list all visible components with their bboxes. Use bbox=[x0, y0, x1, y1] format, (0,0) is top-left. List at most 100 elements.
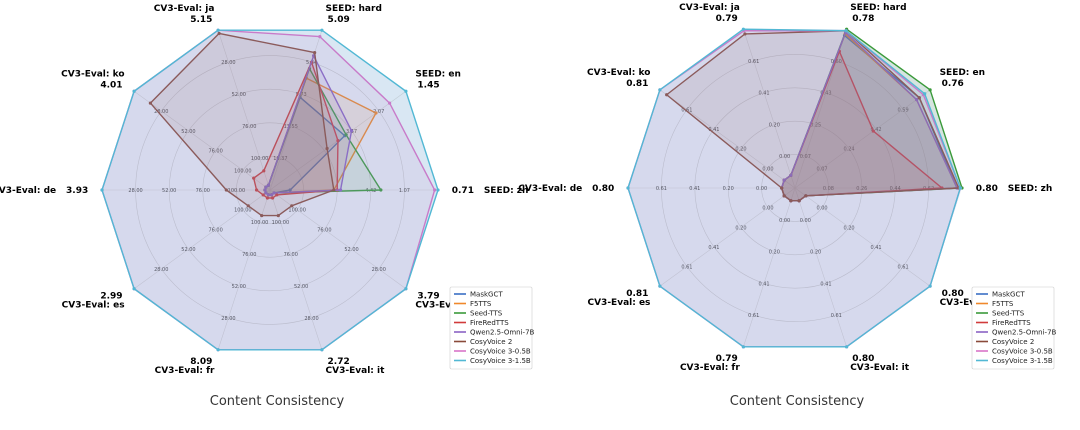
legend-entry: CosyVoice 3-1.5B bbox=[992, 357, 1053, 365]
series-point bbox=[741, 27, 745, 31]
axis-label: CV3-Eval: ko bbox=[61, 69, 124, 79]
ring-tick-label: 0.00 bbox=[816, 206, 827, 212]
legend-box bbox=[449, 286, 533, 370]
series-point bbox=[789, 199, 793, 203]
ring-tick-label: 0.41 bbox=[758, 91, 769, 97]
series-point bbox=[132, 287, 136, 291]
series-point bbox=[741, 345, 745, 349]
legend-entry: CosyVoice 3-0.5B bbox=[992, 347, 1053, 355]
axis-best-value: 5.15 bbox=[190, 15, 212, 25]
ring-tick-label: 52.00 bbox=[181, 247, 195, 253]
series-point bbox=[132, 89, 136, 93]
series-point bbox=[923, 92, 927, 96]
series-point bbox=[270, 196, 275, 200]
series-point bbox=[252, 176, 256, 180]
legend-entry: F5TTS bbox=[470, 300, 492, 308]
ring-tick-label: 0.00 bbox=[779, 218, 790, 224]
ring-tick-label: 52.00 bbox=[344, 247, 358, 253]
ring-tick-label: 0.41 bbox=[689, 186, 700, 192]
series-point bbox=[658, 284, 662, 288]
ring-tick-label: 0.00 bbox=[762, 206, 773, 212]
ring-tick-label: 76.00 bbox=[284, 252, 298, 258]
series-point bbox=[332, 188, 336, 192]
series-point bbox=[658, 88, 662, 92]
ring-tick-label: 100.00 bbox=[228, 188, 246, 194]
axis-spoke bbox=[743, 187, 796, 347]
ring-tick-label: 0.20 bbox=[843, 225, 854, 231]
ring-tick-label: 28.00 bbox=[304, 316, 318, 322]
ring-tick-label: 0.41 bbox=[870, 245, 881, 251]
axis-best-value: 2.72 bbox=[328, 357, 350, 367]
series-point bbox=[797, 199, 801, 203]
ring-tick-label: 0.20 bbox=[810, 250, 821, 256]
axis-best-value: 0.81 bbox=[626, 79, 648, 89]
ring-tick-label: 76.00 bbox=[242, 252, 256, 258]
ring-tick-label: 76.00 bbox=[208, 149, 222, 155]
axis-spoke bbox=[217, 30, 271, 191]
ring-tick-label: 0.41 bbox=[758, 281, 769, 287]
ring-tick-label: 2.07 bbox=[373, 109, 384, 115]
axis-label: CV3-Eval: ru bbox=[940, 298, 1002, 308]
ring-tick-label: 0.61 bbox=[748, 313, 759, 319]
series-point bbox=[290, 204, 294, 208]
axis-best-value: 0.78 bbox=[852, 14, 874, 24]
ring-tick-label: 0.25 bbox=[810, 122, 821, 128]
series-point bbox=[246, 204, 250, 208]
ring-tick-label: 13.55 bbox=[284, 124, 298, 130]
axis-best-value: 0.80 bbox=[942, 289, 964, 299]
ring-tick-label: 0.00 bbox=[779, 154, 790, 160]
axis-label: CV3-Eval: es bbox=[587, 298, 650, 308]
ring-tick-label: 0.41 bbox=[820, 281, 831, 287]
series-point bbox=[269, 193, 274, 197]
ring-tick-label: 0.20 bbox=[735, 147, 746, 153]
axis-best-value: 2.99 bbox=[100, 292, 122, 302]
axis-label: CV3-Eval: de bbox=[0, 186, 56, 196]
series-point bbox=[665, 93, 669, 97]
ring-tick-label: 0.00 bbox=[800, 218, 811, 224]
series-point bbox=[100, 188, 104, 192]
series-point bbox=[216, 28, 220, 32]
axis-best-value: 3.79 bbox=[417, 292, 439, 302]
axis-label: CV3-Eval: it bbox=[326, 366, 386, 376]
series-point bbox=[780, 186, 784, 190]
series-point bbox=[320, 348, 324, 352]
series-point bbox=[254, 188, 259, 192]
series-point bbox=[262, 169, 266, 173]
ring-tick-label: 100.00 bbox=[288, 208, 306, 214]
series-point bbox=[404, 89, 408, 93]
series-point bbox=[216, 348, 220, 352]
legend-entry: CosyVoice 2 bbox=[992, 338, 1034, 346]
series-point bbox=[272, 191, 276, 195]
axis-spoke bbox=[133, 91, 271, 191]
series-point bbox=[379, 188, 383, 192]
ring-tick-label: 0.61 bbox=[831, 313, 842, 319]
ring-tick-label: 0.43 bbox=[820, 91, 831, 97]
series-point bbox=[743, 32, 747, 36]
series-point bbox=[388, 101, 392, 105]
axis-best-value: 0.79 bbox=[716, 14, 738, 24]
series-point bbox=[263, 188, 267, 192]
axis-best-value: 0.76 bbox=[942, 79, 964, 89]
legend-entry: CosyVoice 2 bbox=[470, 338, 512, 346]
series-point bbox=[782, 194, 786, 198]
ring-tick-label: 100.00 bbox=[234, 168, 252, 174]
axis-label: CV3-Eval: ru bbox=[415, 301, 477, 311]
axis-best-value: 0.80 bbox=[976, 184, 998, 194]
ring-tick-label: 0.24 bbox=[843, 147, 854, 153]
ring-tick-label: 28.00 bbox=[154, 267, 168, 273]
axis-best-value: 1.45 bbox=[417, 80, 439, 90]
ring-tick-label: 0.41 bbox=[708, 245, 719, 251]
series-point bbox=[224, 188, 228, 192]
series-point bbox=[958, 186, 962, 190]
series-point bbox=[917, 96, 921, 100]
ring-tick-label: 0.08 bbox=[823, 186, 834, 192]
axis-spoke bbox=[794, 187, 931, 287]
ring-tick-label: 52.00 bbox=[162, 188, 176, 194]
series-point bbox=[276, 213, 280, 218]
axis-label: SEED: zh bbox=[484, 186, 529, 196]
axis-label: CV3-Eval: fr bbox=[155, 366, 215, 376]
series-point bbox=[789, 173, 793, 177]
series-point bbox=[261, 193, 265, 197]
axis-spoke bbox=[794, 89, 931, 189]
